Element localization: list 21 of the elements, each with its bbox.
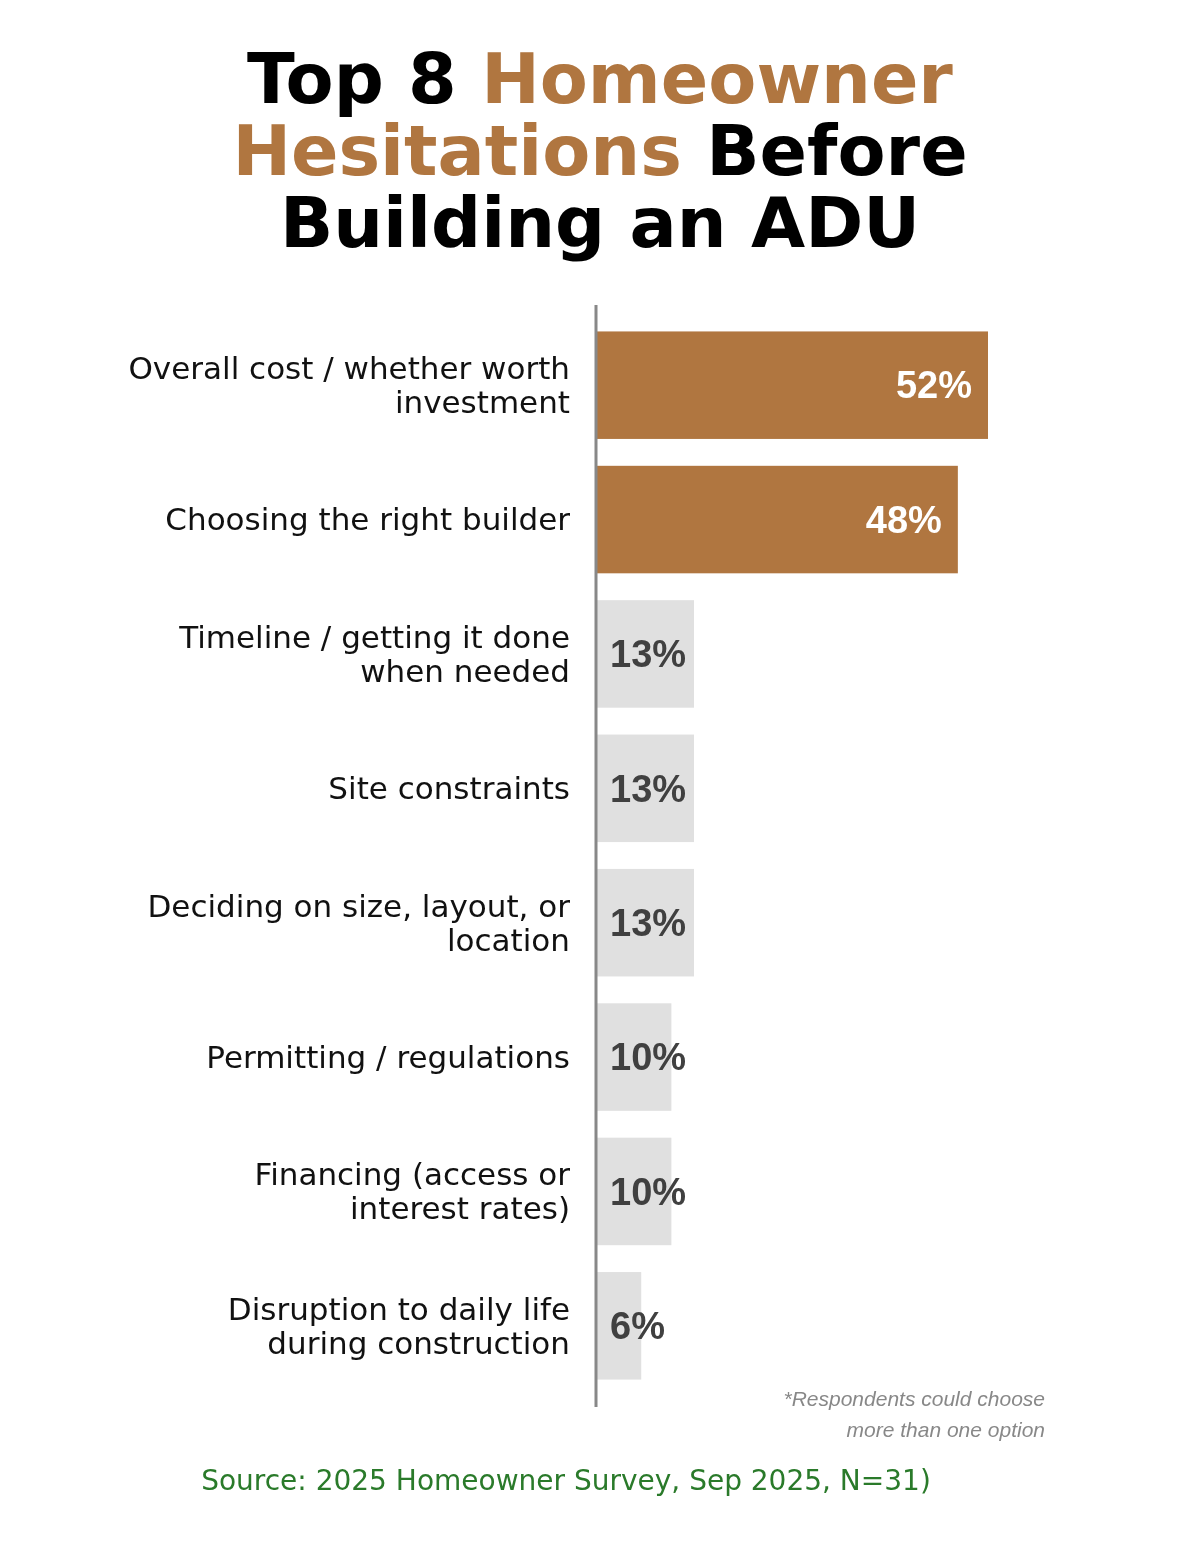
- chart-title: Top 8 Homeowner Hesitations Before Building an ADU: [232, 38, 968, 264]
- y-tick-label: Choosing the right builder: [165, 501, 571, 538]
- y-tick-label: Site constraints: [328, 770, 570, 807]
- y-tick-label: Permitting / regulations: [206, 1038, 570, 1075]
- y-tick-label: Deciding on size, layout, or location: [147, 887, 571, 958]
- bar: [596, 331, 988, 439]
- source-note: Source: 2025 Homeowner Survey, Sep 2025, N=31): [201, 1464, 931, 1497]
- data-label: 10%: [610, 1036, 687, 1079]
- data-label: 52%: [895, 364, 972, 407]
- bar: [596, 465, 958, 574]
- y-tick-label: Overall cost / whether worth investment: [128, 350, 570, 421]
- annotation: *Respondents could choose more than one option: [783, 1387, 1045, 1441]
- data-label: 13%: [610, 633, 687, 676]
- data-label: 10%: [610, 1170, 687, 1213]
- y-tick-label: Financing (access or interest rates): [254, 1156, 571, 1227]
- y-tick-label: Disruption to daily life during construction: [227, 1290, 570, 1361]
- data-label: 48%: [865, 498, 942, 541]
- data-label: 6%: [610, 1305, 665, 1348]
- y-tick-label: Timeline / getting it done when needed: [178, 618, 570, 689]
- data-label: 13%: [610, 767, 687, 810]
- data-label: 13%: [610, 901, 687, 944]
